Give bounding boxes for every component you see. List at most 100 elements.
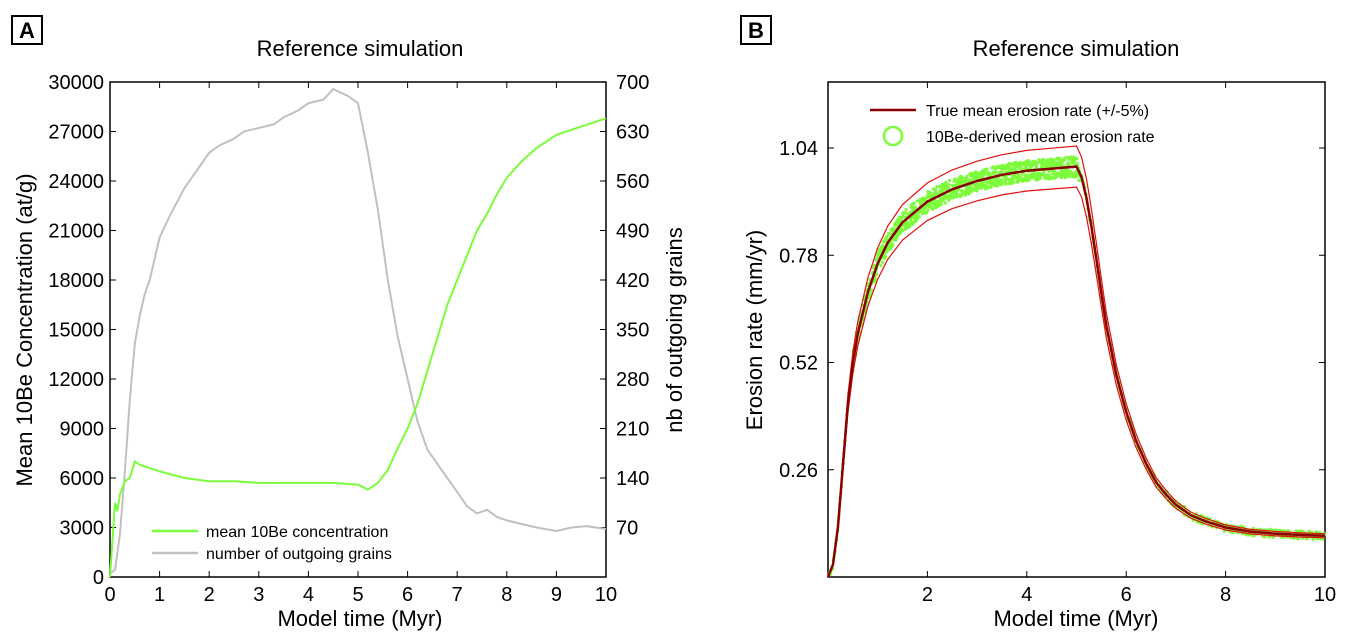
panel-b-derived-point <box>1073 159 1077 163</box>
panel-b-derived-point <box>931 207 935 211</box>
panel-b-derived-point <box>1013 176 1017 180</box>
panel-b-y-tick-label: 1.04 <box>779 138 818 160</box>
panel-b-derived-point <box>1042 158 1046 162</box>
panel-b-derived-point <box>1012 166 1017 170</box>
panel-a-y-tick-label: 6000 <box>60 468 105 490</box>
panel-b-x-tick-label: 2 <box>922 584 933 606</box>
panel-a-y-tick-label: 24000 <box>48 171 104 193</box>
panel-b-derived-point <box>912 201 916 205</box>
panel-a-x-tick-label: 9 <box>551 584 562 606</box>
panel-b-derived-point <box>964 193 968 197</box>
panel-b-derived-point <box>1314 530 1318 534</box>
panel-a-y-tick-label: 12000 <box>48 369 104 391</box>
panel-b-frame <box>827 81 1326 578</box>
panel-b-derived-point <box>1019 165 1023 169</box>
panel-b-derived-point <box>1051 172 1055 176</box>
panel-b-series-true <box>826 165 1326 578</box>
panel-b-derived-point <box>974 174 978 178</box>
panel-b-derived-point <box>975 189 979 193</box>
panel-b-derived-point <box>947 183 951 187</box>
panel-b-derived-point <box>871 266 875 270</box>
panel-a-x-tick-label: 8 <box>501 584 512 606</box>
panel-b-derived-point <box>901 215 905 219</box>
panel-a-y2-tick-label: 140 <box>616 468 649 490</box>
panel-b-letter: B <box>748 18 764 43</box>
panel-b-derived-point <box>1055 171 1059 175</box>
panel-b-derived-point <box>939 203 943 207</box>
panel-a-y2-label: nb of outgoing grains <box>662 227 687 433</box>
panel-b: B Reference simulation Model time (Myr) … <box>740 15 1336 631</box>
panel-a-y2-tick-label: 700 <box>616 72 649 94</box>
panel-b-derived-point <box>1042 162 1046 166</box>
panel-b-title: Reference simulation <box>973 36 1180 61</box>
panel-a-y-tick-label: 30000 <box>48 72 104 94</box>
panel-b-derived-point <box>924 204 928 208</box>
panel-b-derived-point <box>881 260 885 264</box>
panel-a-y2-tick-label: 280 <box>616 369 649 391</box>
panel-b-derived-point <box>1008 166 1012 170</box>
panel-b-derived-point <box>884 249 888 253</box>
panel-b-derived-point <box>1006 177 1011 181</box>
panel-b-derived-point <box>1075 157 1079 161</box>
panel-b-derived-point <box>1052 169 1056 173</box>
panel-b-derived-point <box>917 215 921 219</box>
panel-a-y2-tick-label: 420 <box>616 270 649 292</box>
panel-b-derived-point <box>935 185 939 189</box>
panel-b-derived-point <box>1003 180 1008 184</box>
panel-b-derived-point <box>941 188 946 192</box>
panel-b-derived-point <box>888 232 893 236</box>
panel-a-x-tick-label: 1 <box>154 584 165 606</box>
panel-b-derived-point <box>965 177 970 181</box>
panel-b-derived-point <box>1032 171 1036 175</box>
panel-b-derived-point <box>913 205 918 209</box>
panel-b-derived-point <box>909 217 913 222</box>
panel-b-legend-swatch-derived <box>882 125 904 147</box>
panel-a-legend: mean 10Be concentration number of outgoi… <box>152 524 392 563</box>
panel-b-derived-point <box>866 282 871 286</box>
panel-a-x-tick-label: 5 <box>352 584 363 606</box>
panel-a-y-tick-label: 9000 <box>60 419 105 441</box>
panel-a: A Reference simulation Model time (Myr) … <box>11 15 687 631</box>
panel-a-legend-grains: number of outgoing grains <box>206 546 392 563</box>
panel-b-derived-point <box>965 174 969 178</box>
panel-b-derived-point <box>993 170 998 174</box>
panel-b-derived-point <box>967 192 971 196</box>
panel-b-derived-point <box>960 181 964 185</box>
panel-b-derived-point <box>1063 158 1067 162</box>
panel-a-y2-tick-label: 490 <box>616 221 649 243</box>
panel-b-y-tick-label: 0.52 <box>779 353 818 375</box>
panel-b-derived-point <box>946 194 950 198</box>
panel-b-derived-point <box>1055 174 1059 178</box>
panel-b-derived-point <box>1001 181 1005 185</box>
panel-b-derived-point <box>991 180 995 184</box>
panel-b-derived-point <box>996 164 1000 168</box>
panel-b-series-true-lower <box>827 186 1326 578</box>
panel-b-derived-point <box>1036 161 1040 165</box>
panel-b-derived-point <box>1040 161 1044 165</box>
panel-b-derived-point <box>1038 177 1042 181</box>
panel-a-series-concentration <box>109 117 607 578</box>
panel-a-y2-tick-label: 630 <box>616 122 649 144</box>
panel-b-derived-point <box>1011 180 1015 184</box>
panel-b-derived-point <box>1004 182 1008 186</box>
panel-b-derived-point <box>999 178 1004 182</box>
panel-a-x-tick-label: 2 <box>204 584 215 606</box>
panel-a-y2-tick-label: 560 <box>616 171 649 193</box>
panel-b-derived-point <box>1034 164 1039 168</box>
panel-b-derived-point <box>1296 537 1300 541</box>
panel-b-x-tick-label: 4 <box>1021 584 1032 606</box>
panel-a-y-tick-label: 0 <box>93 567 104 589</box>
panel-a-letter-box <box>11 15 43 45</box>
panel-b-derived-point <box>896 218 900 222</box>
panel-a-y-tick-label: 18000 <box>48 270 104 292</box>
panel-b-derived-point <box>904 226 909 230</box>
panel-a-x-tick-label: 4 <box>303 584 314 606</box>
panel-b-derived-point <box>996 184 1000 188</box>
panel-b-legend-true: True mean erosion rate (+/-5%) <box>926 103 1149 120</box>
panel-a-title: Reference simulation <box>257 36 464 61</box>
panel-b-derived-point <box>1027 178 1031 182</box>
panel-b-derived-point <box>904 208 908 212</box>
panel-b-x-tick-label: 10 <box>1314 584 1336 606</box>
panel-b-derived-point <box>1076 162 1080 166</box>
